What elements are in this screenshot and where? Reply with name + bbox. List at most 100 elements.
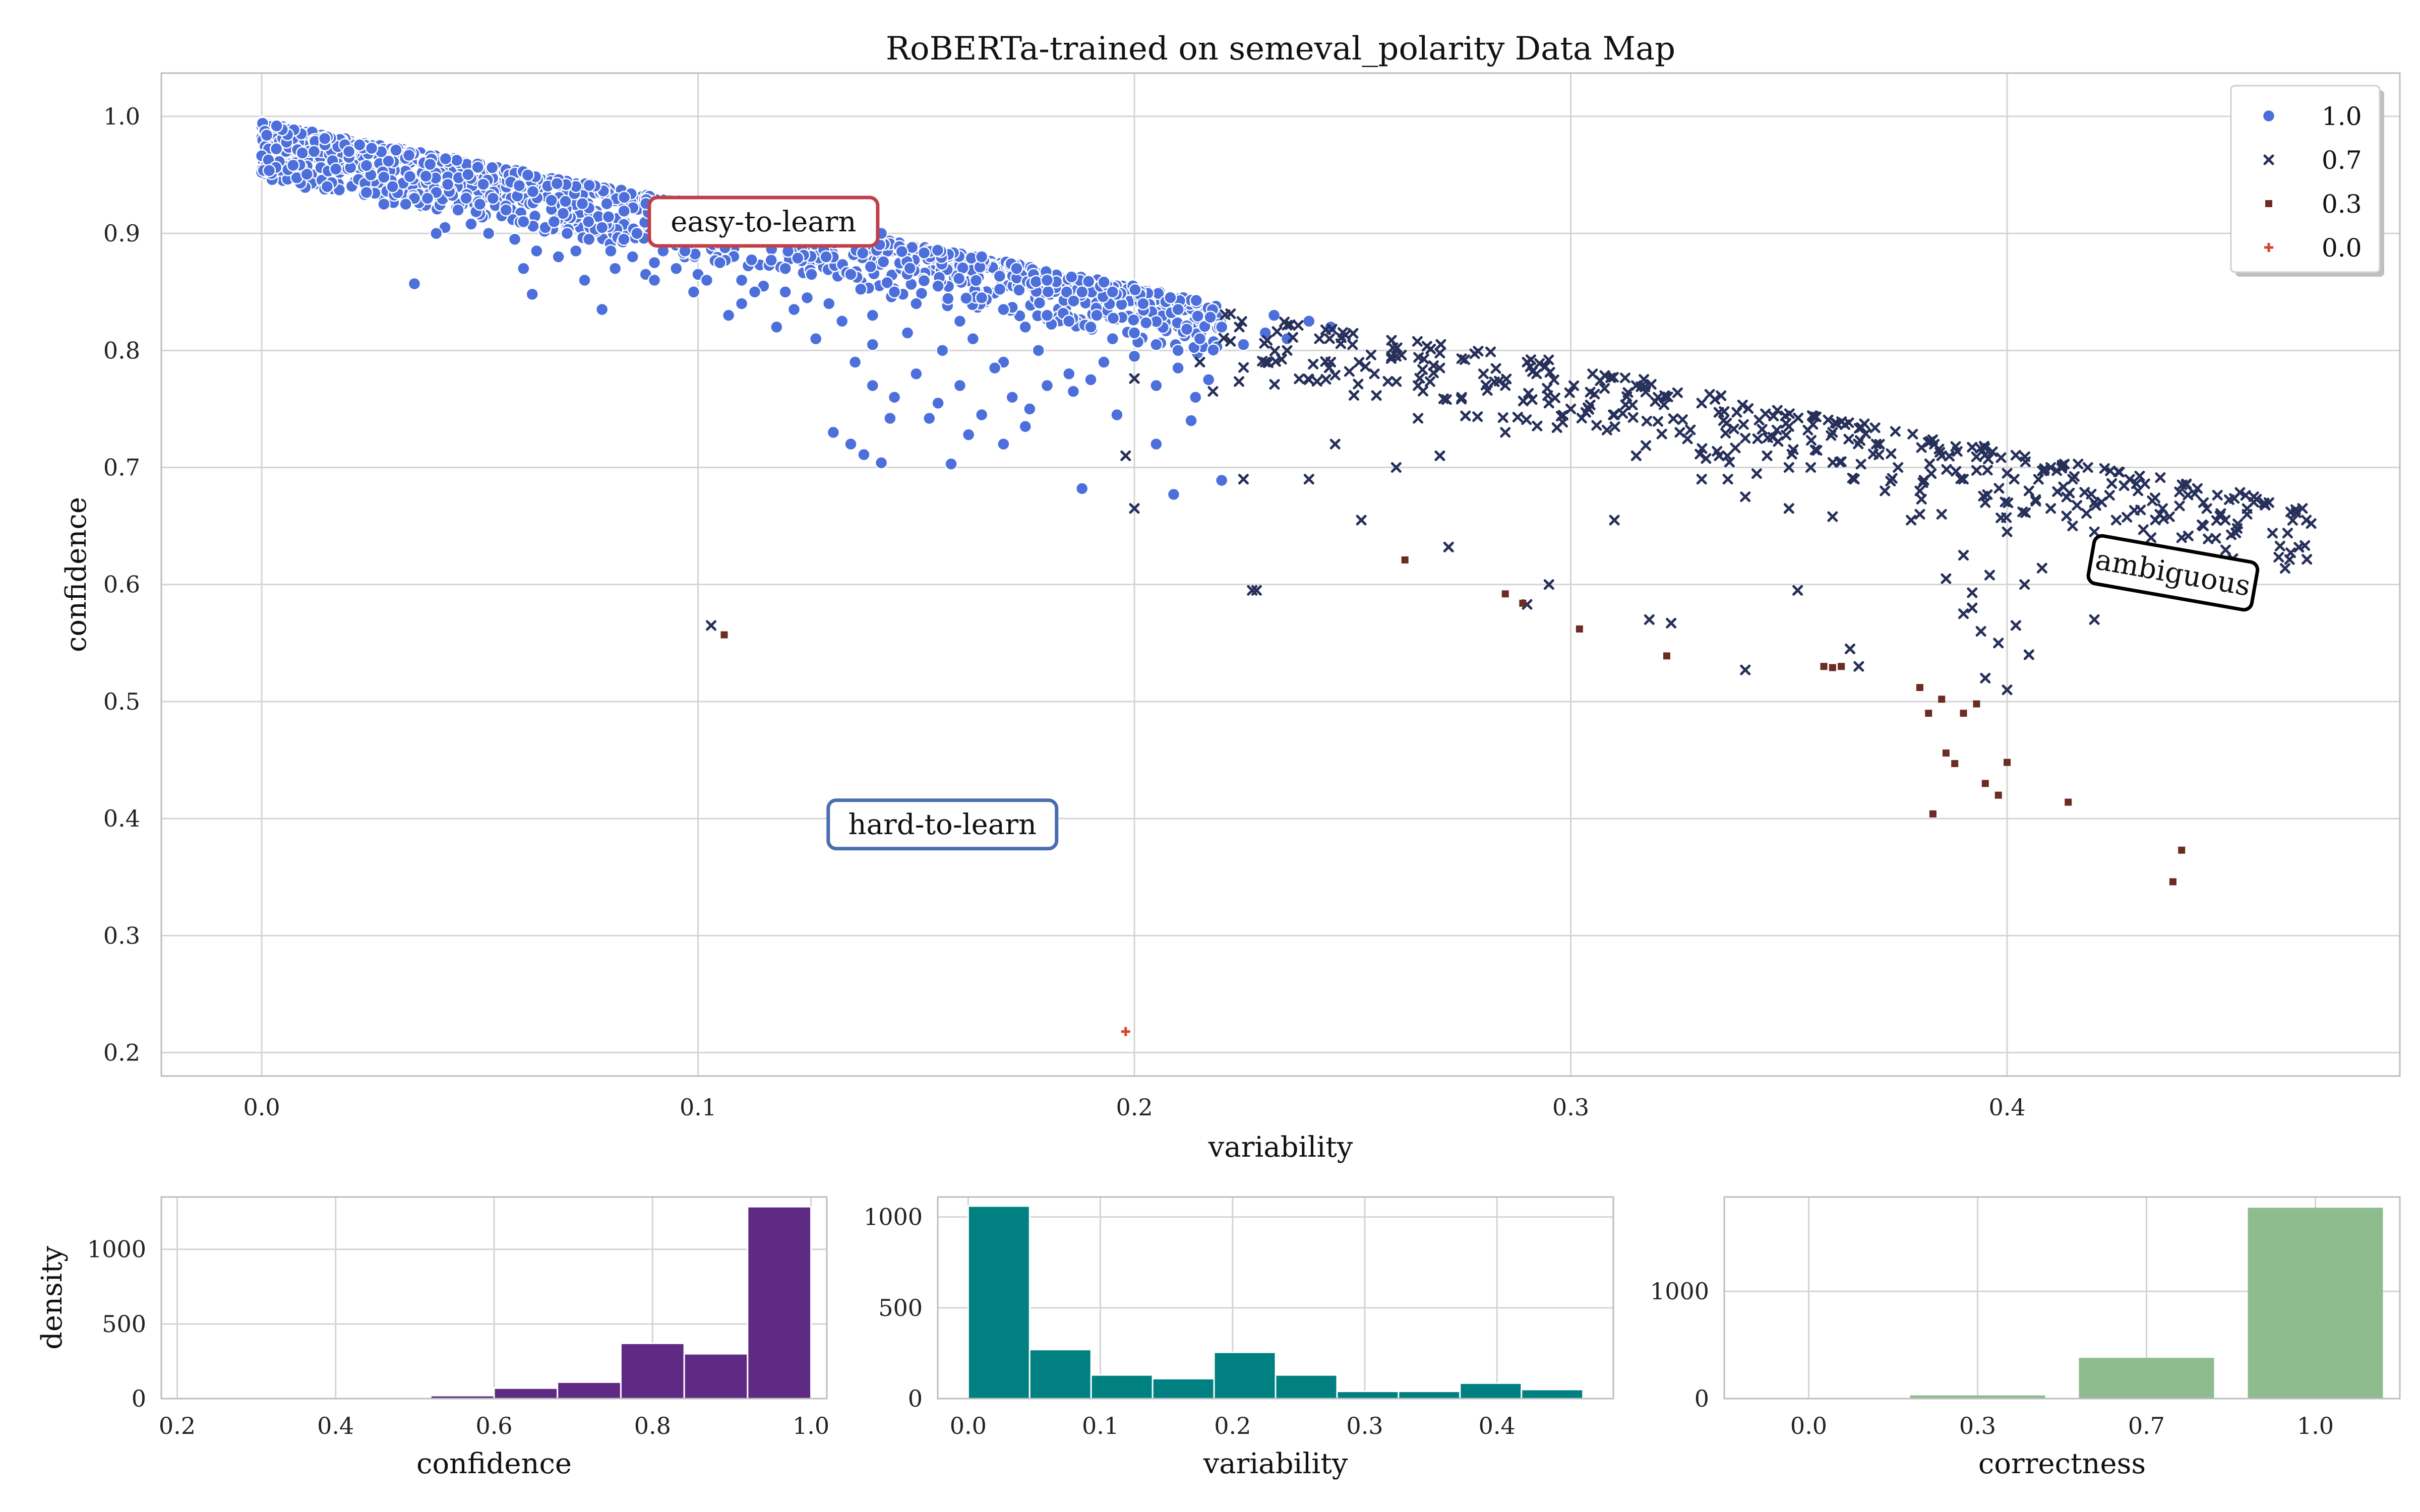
data-point [1090,308,1104,322]
data-point [377,170,391,184]
data-point [1193,332,1207,346]
data-point [1925,710,1932,717]
data-point [1543,398,1554,409]
data-point [2267,528,2278,539]
data-point [1907,428,1918,439]
y-tick-label: 1.0 [103,103,140,130]
data-point [1830,417,1841,428]
data-point [1641,440,1652,451]
data-point [320,179,334,194]
data-point [2174,500,2185,512]
data-point [575,197,589,211]
histogram-bar [2248,1208,2383,1399]
legend-marker-0.0 [2264,243,2273,252]
data-point [1543,579,1554,590]
data-point [1719,406,1730,417]
data-point [2072,500,2083,511]
data-point [1413,380,1424,391]
data-point [2073,459,2084,470]
data-point [486,192,500,205]
data-point [1527,394,1538,405]
data-point [1844,643,1855,654]
data-point [1282,345,1293,356]
data-point [1601,424,1612,435]
data-point [1859,418,1870,429]
data-point [2099,463,2110,474]
data-point [931,396,945,410]
data-point [1971,451,1982,462]
data-point [844,268,858,281]
data-point [1627,412,1639,423]
data-point [1434,348,1445,359]
data-point [2240,490,2251,501]
data-point [1294,373,1305,385]
data-point [1129,373,1140,384]
data-point [1326,324,1338,335]
data-point [835,314,849,328]
data-point [2263,497,2274,508]
data-point [953,379,967,393]
histogram-bar [1275,1374,1338,1400]
data-point [1279,317,1290,328]
data-point [2038,465,2049,476]
hist-x-label: correctness [1978,1447,2146,1480]
data-point [1189,293,1203,307]
legend-label: 1.0 [2322,102,2362,131]
data-point [485,161,499,174]
data-point [1599,383,1610,394]
y-tick-label: 0.2 [103,1039,140,1066]
data-point [1029,275,1043,289]
data-point [604,244,618,258]
data-point [2105,465,2116,476]
data-point [1150,437,1163,451]
data-point [407,277,421,291]
data-point [2242,509,2253,520]
data-point [1958,550,1969,561]
data-point [1512,412,1523,423]
data-point [1344,366,1355,377]
data-point [2045,503,2056,514]
data-point [1724,457,1735,468]
histogram-bar [1910,1395,2045,1399]
data-point [1722,474,1733,485]
x-tick-label: 0.7 [2128,1412,2165,1439]
data-point [721,308,736,322]
data-point [997,302,1010,317]
data-point [626,250,639,264]
data-point [389,143,403,157]
data-point [582,232,596,246]
data-point [770,320,783,334]
data-point [1548,374,1559,385]
data-point [318,132,332,146]
data-point [1040,379,1054,393]
data-point [2279,563,2290,574]
data-point [1387,342,1399,353]
data-point [1106,285,1120,299]
data-point [2203,533,2214,544]
annotation-text: easy-to-learn [671,206,856,238]
data-point [1980,497,1991,508]
y-tick-label: 1000 [864,1204,923,1231]
data-point [525,287,539,301]
x-tick-label: 0.2 [1116,1094,1153,1121]
data-point [617,204,631,218]
data-point [1677,414,1688,425]
data-point [1971,465,1982,476]
data-point [2181,478,2192,489]
data-point [1644,614,1655,625]
data-point [895,244,909,259]
data-point [961,428,976,442]
data-point [1641,415,1652,426]
data-point [2229,493,2240,504]
data-point [969,274,983,287]
x-tick-label: 0.0 [1790,1412,1827,1439]
histogram-bar [620,1342,685,1400]
data-point [2155,472,2166,483]
y-axis-label: confidence [60,497,93,652]
data-point [2220,544,2231,555]
data-point [791,251,805,265]
data-point [1139,316,1153,330]
data-point [748,285,762,299]
hist-frame [937,1196,1614,1400]
data-point [1951,760,1959,768]
